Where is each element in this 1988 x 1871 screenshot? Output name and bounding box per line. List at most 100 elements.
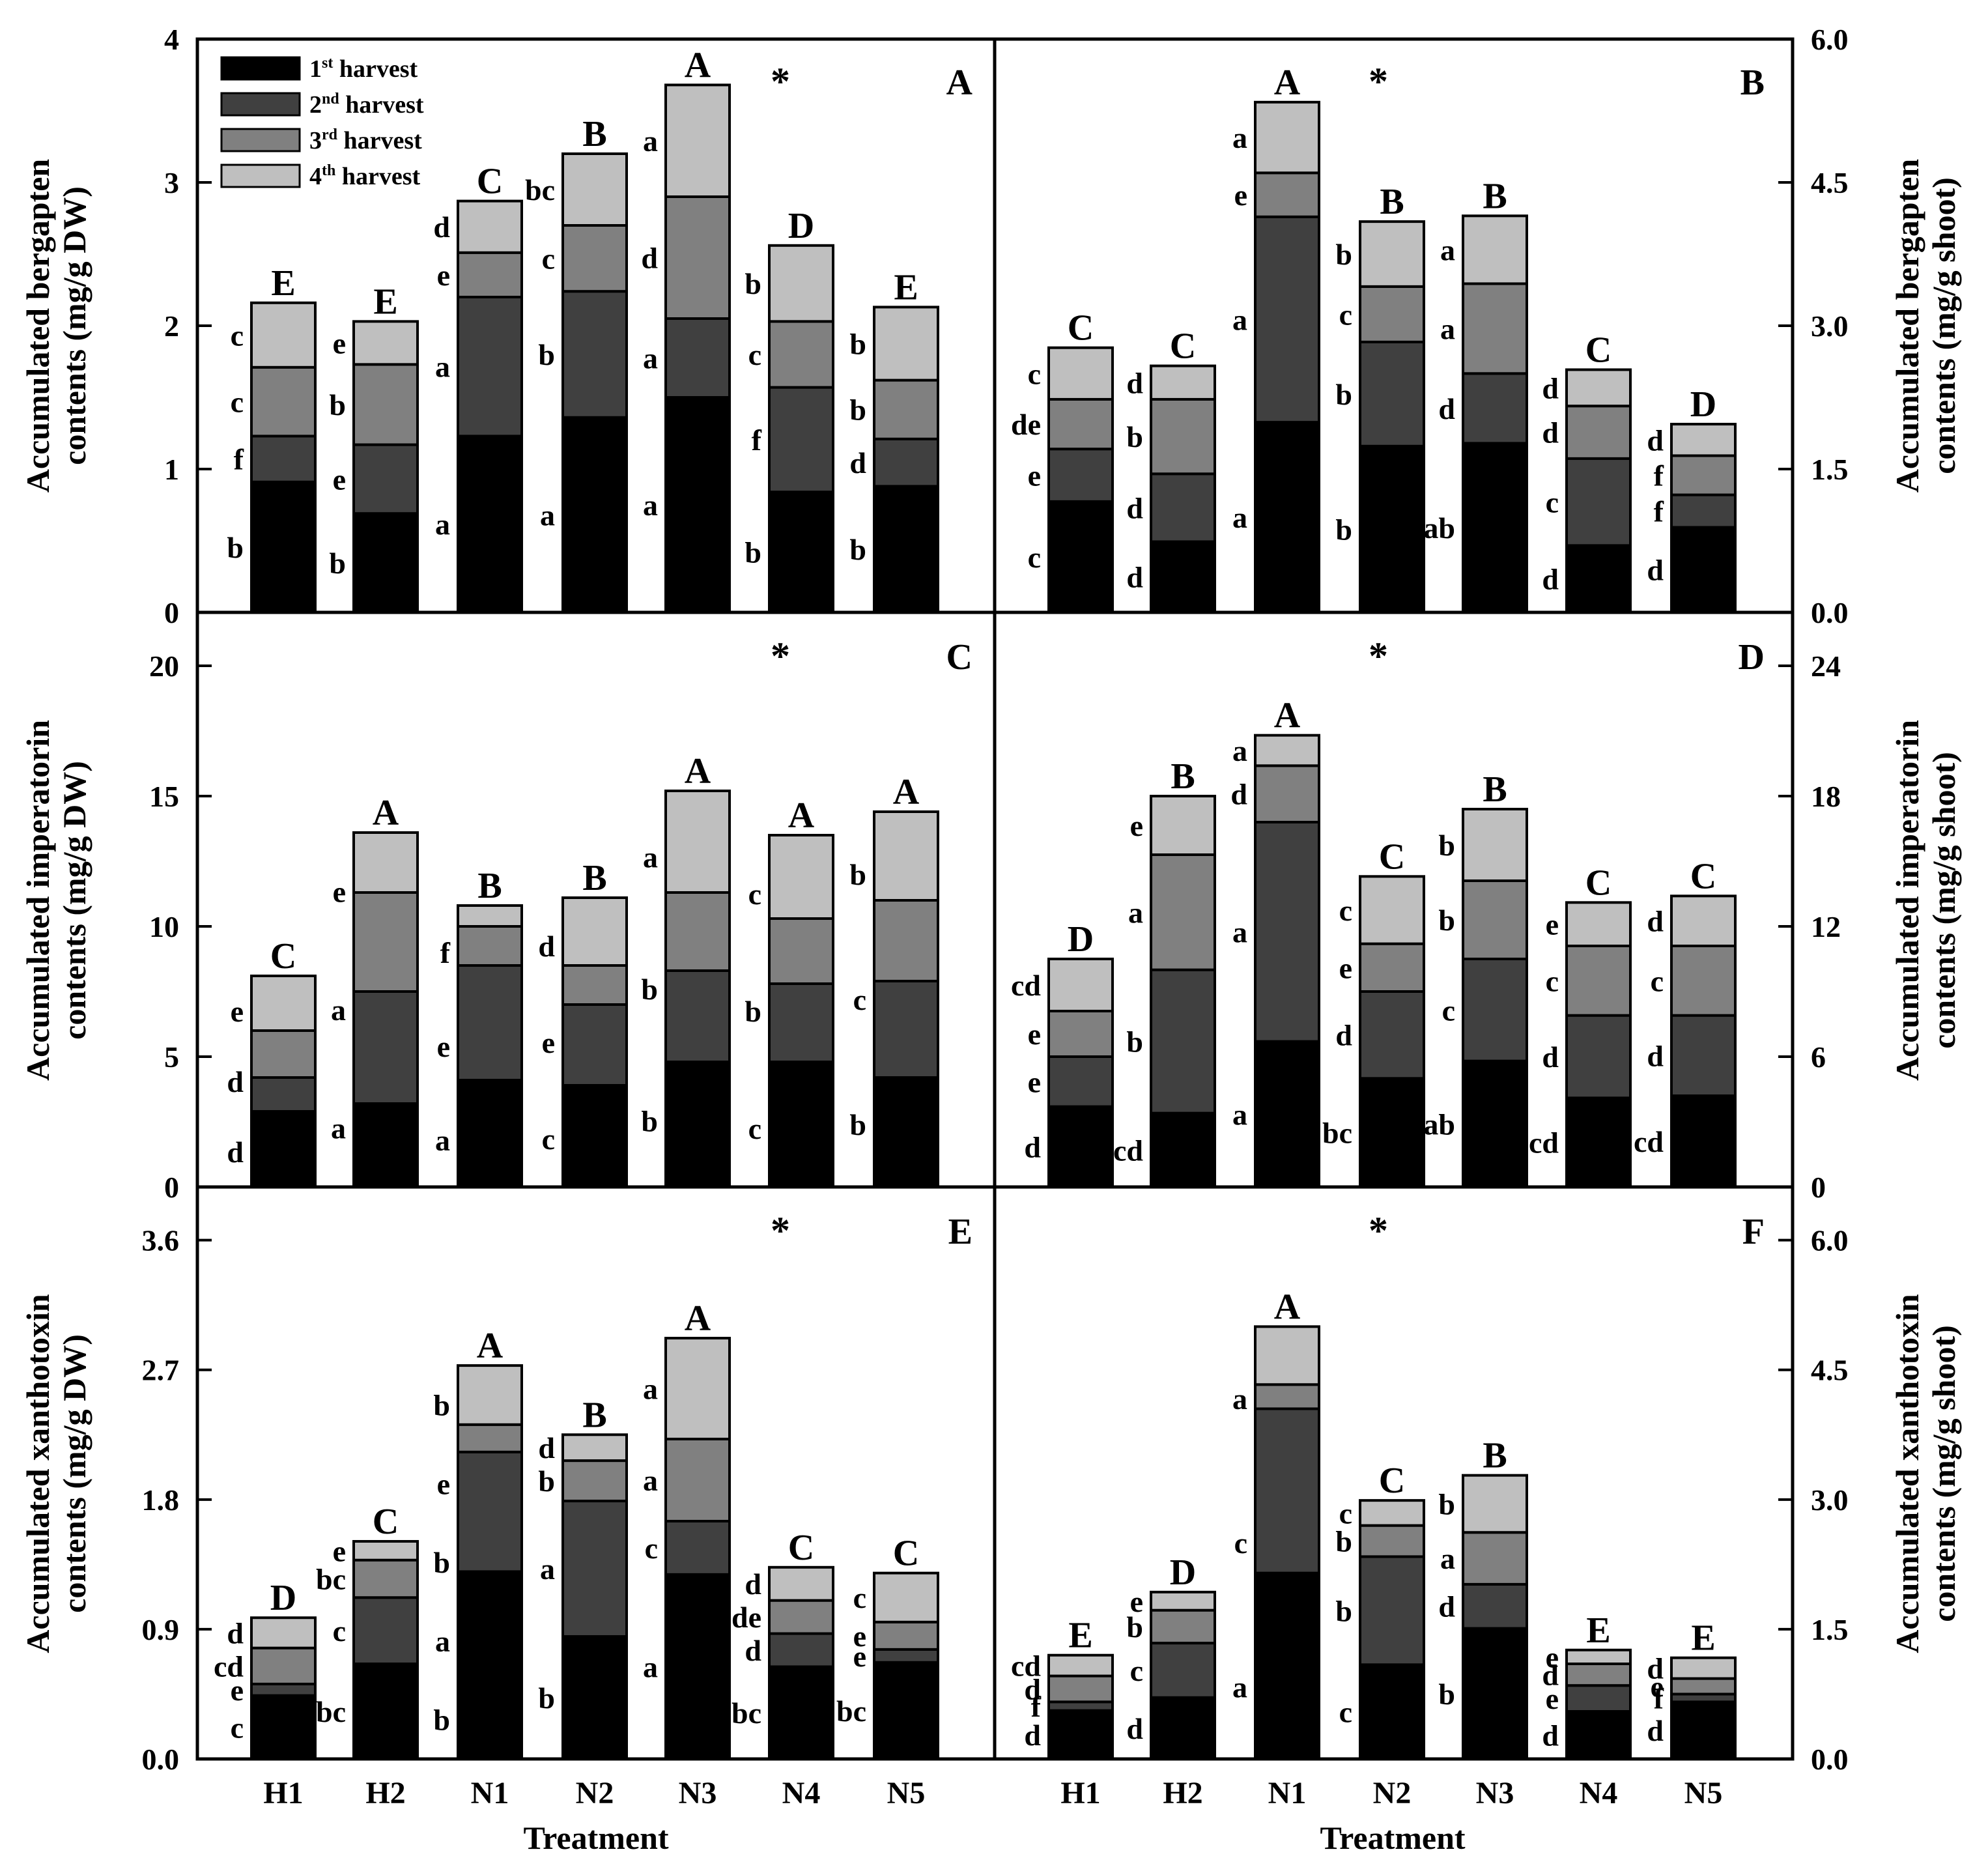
y-axis-title-line1: Accumulated xanthotoxin <box>1889 1294 1925 1653</box>
bar-segment-3rd-harvest <box>1254 171 1320 218</box>
bar-segment-4th-harvest <box>457 1364 523 1426</box>
y-axis-title-line2: contents (mg/g DW) <box>56 1334 92 1613</box>
y-tick-label: 0 <box>164 1171 179 1204</box>
bar-segment-1st-harvest <box>1462 1627 1528 1760</box>
segment-letter: d <box>1024 1130 1041 1164</box>
y-tick-label: 1.5 <box>1811 453 1849 486</box>
segment-letter: e <box>1028 1018 1041 1051</box>
segment-letter: c <box>645 1532 658 1565</box>
x-tick-label: H2 <box>365 1776 405 1810</box>
group-letter: D <box>270 1578 296 1618</box>
group-letter: B <box>582 1395 606 1435</box>
segment-letter: a <box>435 1124 450 1157</box>
segment-letter: b <box>1438 1678 1455 1711</box>
legend-label-suffix: rd <box>322 126 338 143</box>
bar-segment-3rd-harvest <box>250 365 317 438</box>
segment-letter: cd <box>1011 1650 1041 1683</box>
segment-letter: a <box>331 993 346 1027</box>
segment-letter: e <box>437 259 450 292</box>
segment-letter: d <box>1230 778 1247 811</box>
segment-letter: e <box>437 1030 450 1063</box>
legend-label-suffix: th <box>322 162 335 179</box>
bar-segment-2nd-harvest <box>457 964 523 1081</box>
bar-segment-2nd-harvest <box>768 982 834 1063</box>
bar-segment-1st-harvest <box>561 416 628 614</box>
segment-letter: e <box>542 1026 555 1059</box>
significance-star: * <box>771 60 790 103</box>
bar-segment-1st-harvest <box>457 1570 523 1761</box>
segment-letter: b <box>329 547 346 580</box>
group-letter: C <box>1379 1461 1405 1501</box>
bar-segment-4th-harvest <box>1359 875 1425 945</box>
segment-letter: a <box>1232 1098 1247 1131</box>
bar-segment-2nd-harvest <box>1150 968 1216 1115</box>
legend-swatch <box>220 128 301 152</box>
bar-segment-2nd-harvest <box>1254 821 1320 1043</box>
legend-label: 4th harvest <box>309 162 420 190</box>
segment-letter: b <box>849 328 866 361</box>
segment-letter: c <box>542 1122 555 1156</box>
y-axis-title: Accumulated xanthotoxincontents (mg/g sh… <box>1889 1294 1962 1653</box>
bar-segment-4th-harvest <box>1462 214 1528 285</box>
bar-segment-2nd-harvest <box>1359 340 1425 448</box>
bar-group-N3: Ab b a <box>641 751 731 1188</box>
y-tick-label: 3.6 <box>142 1224 180 1257</box>
bar-segment-2nd-harvest <box>1670 493 1737 529</box>
x-tick-label: N5 <box>1684 1776 1723 1810</box>
legend-label-text: harvest <box>333 55 418 83</box>
segment-letter: a <box>1232 1382 1247 1416</box>
segment-letter: a <box>435 350 450 384</box>
bar-segment-1st-harvest <box>1565 544 1632 614</box>
bar-segment-2nd-harvest <box>1359 1555 1425 1666</box>
segment-letter: f <box>234 443 244 476</box>
bar-segment-1st-harvest <box>250 480 317 614</box>
bar-segment-4th-harvest <box>352 1539 419 1562</box>
legend-label-suffix: nd <box>322 91 339 107</box>
legend-swatch <box>220 92 301 117</box>
bar-segment-3rd-harvest <box>1359 1524 1425 1558</box>
panel-label: D <box>1739 637 1765 678</box>
segment-letter: c <box>231 386 244 419</box>
group-letter: C <box>373 1502 399 1542</box>
bar-segment-4th-harvest <box>561 1433 628 1463</box>
segment-letter: b <box>1335 1594 1352 1627</box>
bar-segment-3rd-harvest <box>1254 764 1320 824</box>
bar-segment-4th-harvest <box>1565 368 1632 408</box>
bar-segment-2nd-harvest <box>1047 448 1114 503</box>
y-axis-E: 0.0 0.9 1.8 2.7 3.6 Accumulated xanthotoxinco… <box>20 1224 212 1776</box>
y-tick-label: 4.5 <box>1811 1354 1849 1387</box>
bar-segment-1st-harvest <box>457 435 523 614</box>
group-letter: A <box>1274 1287 1301 1327</box>
bar-segment-2nd-harvest <box>352 1596 419 1666</box>
segment-letter: e <box>1546 1682 1559 1715</box>
bar-segment-3rd-harvest <box>1565 405 1632 460</box>
group-letter: C <box>1690 856 1716 896</box>
group-letter: B <box>582 114 606 154</box>
bar-segment-4th-harvest <box>1462 1474 1528 1534</box>
segment-letter: c <box>748 1112 761 1145</box>
segment-letter: d <box>1542 1659 1559 1692</box>
bar-segment-2nd-harvest <box>1254 215 1320 424</box>
segment-letter: a <box>643 1372 658 1405</box>
bar-segment-3rd-harvest <box>457 925 523 967</box>
segment-letter: c <box>231 1711 244 1744</box>
group-letter: C <box>1585 863 1612 903</box>
bar-segment-4th-harvest <box>1670 894 1737 948</box>
segment-letter: b <box>538 338 555 371</box>
bar-segment-1st-harvest <box>1254 1040 1320 1188</box>
bar-segment-4th-harvest <box>352 831 419 894</box>
segment-letter: a <box>643 342 658 375</box>
segment-letter: c <box>1546 964 1559 997</box>
segment-letter: bc <box>316 1562 346 1595</box>
group-letter: A <box>1274 63 1301 103</box>
bar-segment-2nd-harvest <box>352 990 419 1105</box>
x-tick-label: N5 <box>887 1776 926 1810</box>
segment-letter: b <box>433 1704 450 1737</box>
legend-swatch <box>220 56 301 81</box>
